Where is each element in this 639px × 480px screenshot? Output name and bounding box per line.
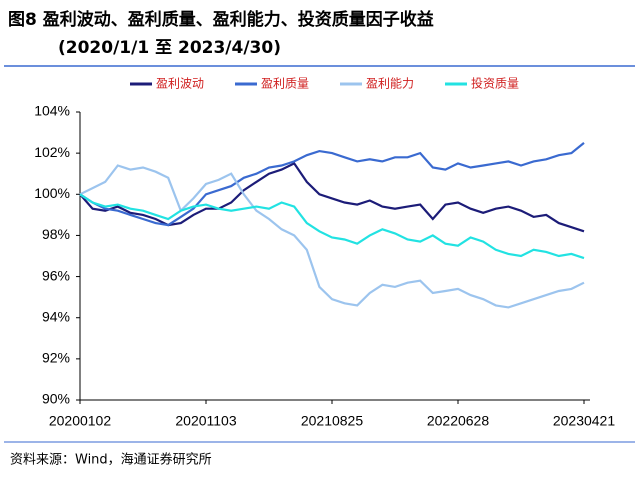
y-tick-label: 90% bbox=[42, 391, 70, 407]
y-tick-label: 92% bbox=[42, 350, 70, 366]
series-line bbox=[79, 164, 585, 309]
y-tick-label: 100% bbox=[34, 185, 70, 201]
source-note: 资料来源：Wind，海通证券研究所 bbox=[10, 452, 212, 468]
y-tick-label: 104% bbox=[34, 103, 70, 119]
series-line bbox=[79, 193, 585, 260]
x-tick-label: 20210825 bbox=[301, 413, 364, 429]
x-tick-label: 20201103 bbox=[175, 413, 236, 429]
x-tick-label: 20200102 bbox=[49, 413, 112, 429]
legend-label: 盈利波动 bbox=[156, 77, 204, 91]
series-line bbox=[79, 161, 585, 233]
series-line bbox=[79, 142, 585, 227]
legend-label: 盈利能力 bbox=[366, 77, 414, 91]
legend-label: 投资质量 bbox=[471, 76, 519, 91]
y-tick-label: 102% bbox=[34, 144, 70, 160]
y-tick-label: 98% bbox=[42, 226, 70, 242]
x-tick-label: 20220628 bbox=[427, 413, 490, 429]
chart-title: 图8 盈利波动、盈利质量、盈利能力、投资质量因子收益 bbox=[8, 9, 434, 30]
y-tick-label: 96% bbox=[42, 267, 70, 283]
legend-label: 盈利质量 bbox=[261, 77, 309, 91]
x-tick-label: 20230421 bbox=[553, 413, 616, 429]
y-tick-label: 94% bbox=[42, 308, 70, 324]
chart-subtitle: (2020/1/1 至 2023/4/30) bbox=[58, 38, 281, 58]
